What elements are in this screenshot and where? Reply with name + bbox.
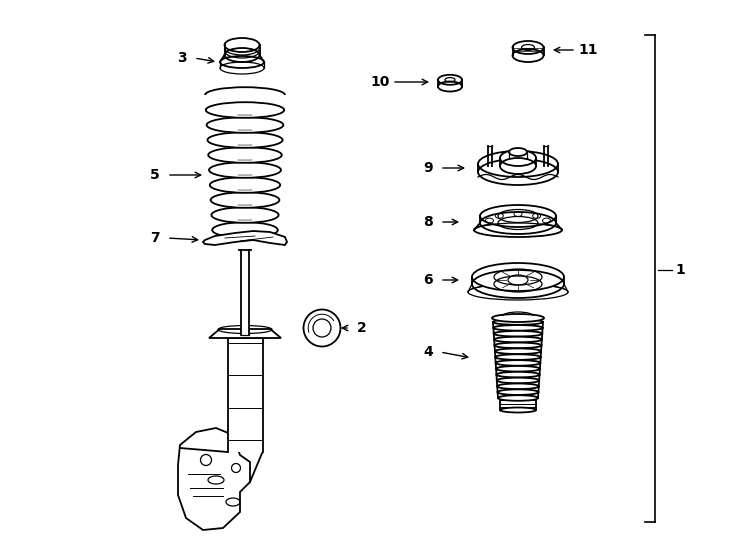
Text: 7: 7 bbox=[150, 231, 160, 245]
Text: 8: 8 bbox=[423, 215, 433, 229]
Ellipse shape bbox=[495, 360, 540, 366]
Text: 3: 3 bbox=[177, 51, 187, 65]
Ellipse shape bbox=[498, 389, 538, 395]
Ellipse shape bbox=[497, 377, 539, 383]
Ellipse shape bbox=[500, 408, 536, 413]
Bar bbox=[241, 250, 249, 335]
Ellipse shape bbox=[478, 151, 558, 177]
Ellipse shape bbox=[208, 147, 282, 163]
Ellipse shape bbox=[493, 325, 542, 330]
Text: 4: 4 bbox=[423, 345, 433, 359]
Ellipse shape bbox=[210, 177, 280, 193]
Ellipse shape bbox=[208, 132, 283, 148]
Ellipse shape bbox=[495, 348, 541, 354]
Text: 9: 9 bbox=[424, 161, 433, 175]
Text: 11: 11 bbox=[578, 43, 597, 57]
Ellipse shape bbox=[495, 342, 542, 348]
Bar bbox=[228, 338, 263, 452]
Ellipse shape bbox=[498, 395, 538, 401]
Ellipse shape bbox=[206, 102, 284, 118]
Ellipse shape bbox=[472, 263, 564, 291]
Polygon shape bbox=[178, 428, 250, 530]
Polygon shape bbox=[203, 231, 287, 245]
Ellipse shape bbox=[212, 222, 277, 238]
Text: 5: 5 bbox=[150, 168, 160, 182]
Ellipse shape bbox=[495, 354, 541, 360]
Ellipse shape bbox=[206, 117, 283, 133]
Ellipse shape bbox=[509, 148, 527, 156]
Ellipse shape bbox=[211, 207, 279, 223]
Ellipse shape bbox=[496, 372, 539, 377]
Ellipse shape bbox=[493, 319, 543, 325]
Ellipse shape bbox=[497, 383, 539, 389]
Ellipse shape bbox=[494, 337, 542, 342]
Ellipse shape bbox=[211, 192, 280, 208]
Bar bbox=[500, 398, 536, 410]
Polygon shape bbox=[209, 329, 281, 338]
Ellipse shape bbox=[496, 366, 540, 372]
Ellipse shape bbox=[494, 331, 542, 336]
Ellipse shape bbox=[492, 314, 544, 322]
Ellipse shape bbox=[468, 284, 568, 300]
Text: 2: 2 bbox=[357, 321, 367, 335]
Ellipse shape bbox=[500, 150, 536, 166]
Ellipse shape bbox=[480, 205, 556, 227]
Text: 1: 1 bbox=[675, 263, 685, 277]
Text: 6: 6 bbox=[424, 273, 433, 287]
Text: 10: 10 bbox=[371, 75, 390, 89]
Ellipse shape bbox=[209, 162, 281, 178]
Ellipse shape bbox=[474, 223, 562, 237]
